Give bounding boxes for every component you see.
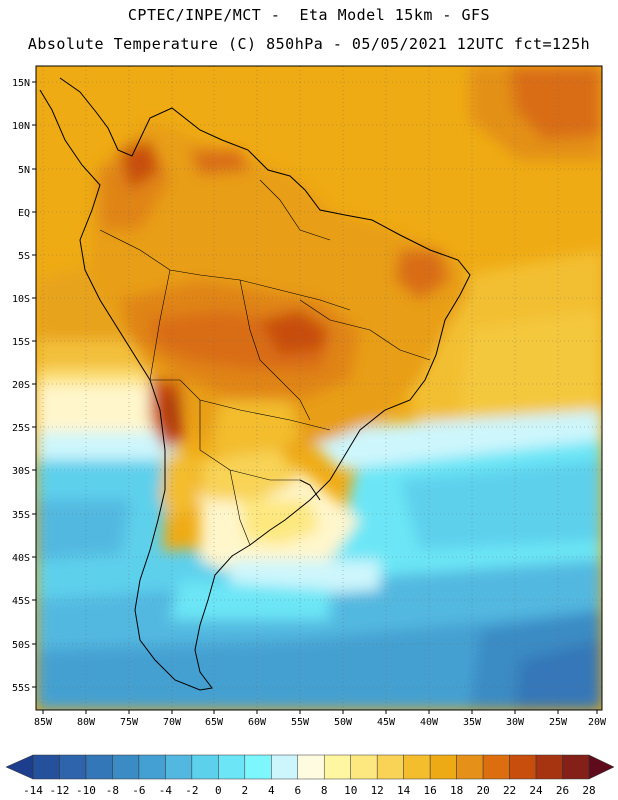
colorbar-tick-label: 28 [582, 784, 595, 797]
country-borders [99, 179, 431, 546]
colorbar-tick-label: -14 [23, 784, 43, 797]
colorbar-tick-label: 18 [450, 784, 463, 797]
colorbar-tick-label: 4 [268, 784, 275, 797]
map-frame [35, 65, 603, 711]
colorbar-tick-label: 22 [503, 784, 516, 797]
colorbar-swatch [191, 754, 219, 780]
lon-label: 75W [120, 717, 139, 728]
colorbar-swatch [218, 754, 246, 780]
graticule [36, 66, 602, 710]
lat-label: 15N [12, 78, 30, 89]
colorbar-low-arrow [5, 754, 34, 780]
colorbar-swatch [112, 754, 140, 780]
colorbar-tick-label: 12 [371, 784, 384, 797]
colorbar-tick-label: 16 [424, 784, 437, 797]
lon-label: 25W [549, 717, 568, 728]
colorbar-tick-label: -2 [185, 784, 198, 797]
colorbar-tick-label: 0 [215, 784, 222, 797]
lon-label: 35W [463, 717, 482, 728]
colorbar-tick-label: 14 [397, 784, 411, 797]
lon-label: 55W [291, 717, 310, 728]
colorbar-swatch [509, 754, 537, 780]
colorbar-swatch [271, 754, 299, 780]
colorbar-swatch [297, 754, 325, 780]
lat-label: 25S [12, 423, 30, 434]
latitude-axis: 15N 10N 5N EQ 5S 10S 15S 20S 25S 30S 35S 40S 45S 50S 5… [12, 78, 36, 694]
colorbar-tick-label: 10 [344, 784, 357, 797]
colorbar-tick-label: -6 [132, 784, 145, 797]
lat-label: 55S [12, 683, 30, 694]
lat-label: 10N [12, 121, 30, 132]
colorbar-swatch [482, 754, 510, 780]
lon-label: 70W [163, 717, 182, 728]
lon-label: 80W [77, 717, 96, 728]
lon-label: 60W [248, 717, 267, 728]
colorbar-swatch [376, 754, 404, 780]
colorbar-tick-label: -12 [50, 784, 70, 797]
lat-label: 15S [12, 337, 30, 348]
lat-label: 35S [12, 510, 30, 521]
colorbar-tick-label: -4 [159, 784, 173, 797]
colorbar-swatch [456, 754, 484, 780]
colorbar-swatch [85, 754, 113, 780]
lat-label: 5N [18, 165, 30, 176]
colorbar-tick-label: 2 [241, 784, 248, 797]
lon-label: 45W [377, 717, 396, 728]
colorbar-swatch [244, 754, 272, 780]
coastline [39, 77, 471, 691]
colorbar-swatch [138, 754, 166, 780]
lat-label: 40S [12, 553, 30, 564]
lat-label: 50S [12, 640, 30, 651]
lon-label: 20W [588, 717, 607, 728]
colorbar-swatch [562, 754, 590, 780]
lon-label: 65W [205, 717, 224, 728]
colorbar-swatch [403, 754, 431, 780]
colorbar-swatch [32, 754, 60, 780]
lon-label: 50W [334, 717, 353, 728]
colorbar-tick-label: -10 [76, 784, 96, 797]
longitude-axis: 85W 80W 75W 70W 65W 60W 55W 50W 45W 40W 35W 30W 25W 2… [34, 710, 607, 728]
colorbar-swatch [323, 754, 351, 780]
colorbar-swatch [535, 754, 563, 780]
temperature-field [36, 66, 602, 710]
colorbar-swatch [350, 754, 378, 780]
lat-label: 10S [12, 294, 30, 305]
colorbar-tick-label: 24 [529, 784, 543, 797]
map-title-line-1: CPTEC/INPE/MCT - Eta Model 15km - GFS [127, 6, 491, 24]
lat-label: EQ [18, 208, 30, 219]
lon-label: 30W [506, 717, 525, 728]
colorbar-high-arrow [588, 754, 615, 780]
lat-label: 45S [12, 596, 30, 607]
map-title-line-2: Absolute Temperature (C) 850hPa - 05/05/… [27, 35, 591, 53]
colorbar-tick-label: -8 [106, 784, 119, 797]
lat-label: 5S [18, 251, 30, 262]
colorbar-tick-label: 20 [476, 784, 489, 797]
temperature-colorbar: -14 -12 -10 -8 -6 -4 -2 0 2 4 6 8 10 12 14 16 18 20 22 24 26… [5, 754, 615, 797]
lat-label: 30S [12, 466, 30, 477]
colorbar-tick-label: 26 [556, 784, 569, 797]
colorbar-swatch [165, 754, 193, 780]
colorbar-tick-label: 6 [294, 784, 301, 797]
colorbar-tick-label: 8 [321, 784, 328, 797]
lat-label: 20S [12, 380, 30, 391]
colorbar-swatch [59, 754, 87, 780]
lon-label: 85W [34, 717, 53, 728]
colorbar-swatch [429, 754, 457, 780]
lon-label: 40W [420, 717, 439, 728]
